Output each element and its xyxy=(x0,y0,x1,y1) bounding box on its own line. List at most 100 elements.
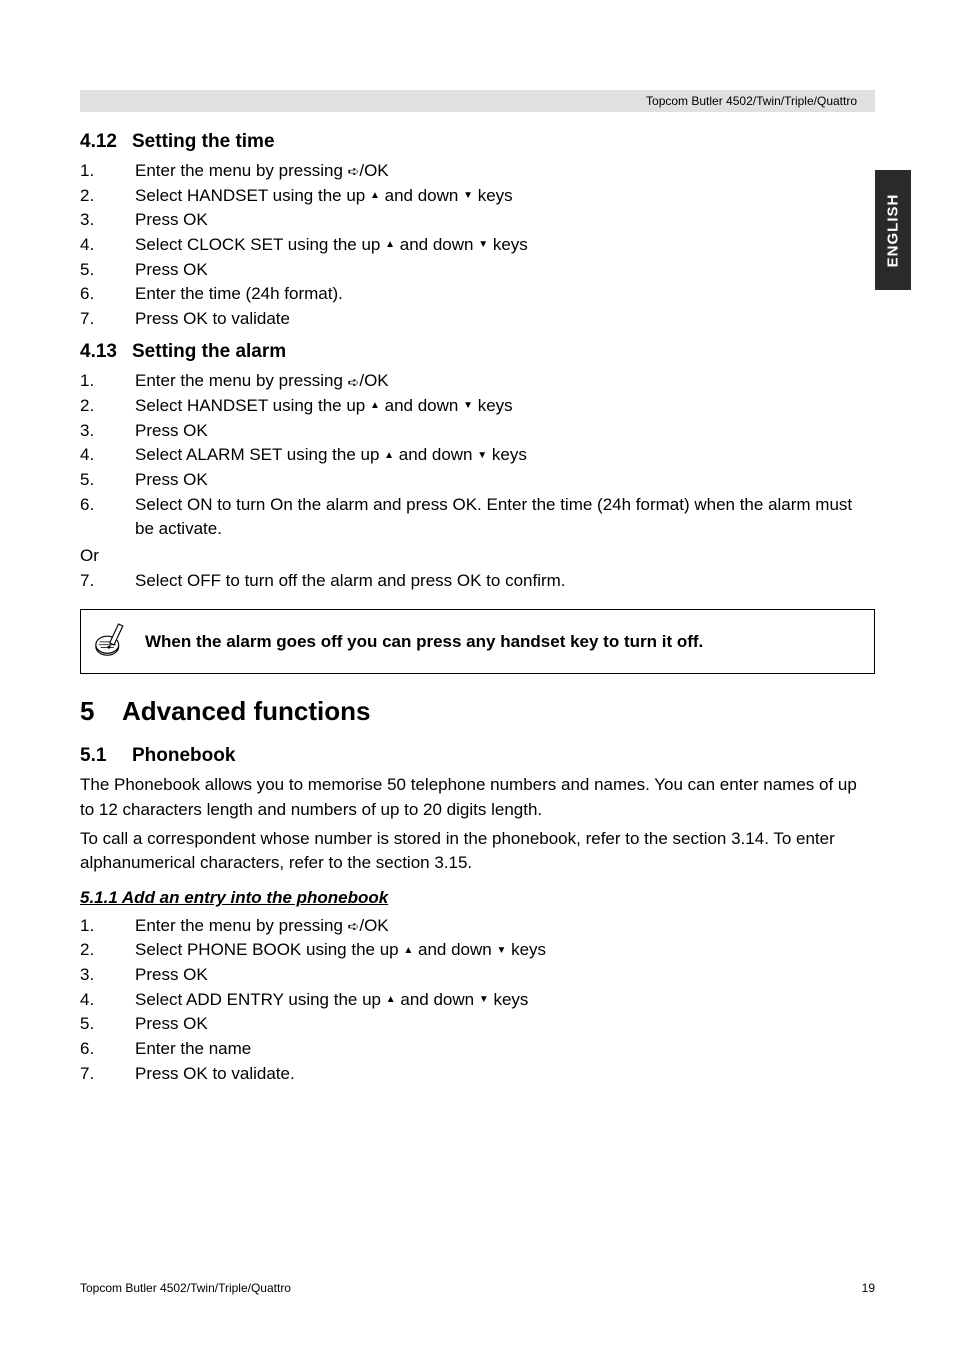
heading-title: Setting the time xyxy=(132,131,275,152)
list-item: 1.Enter the menu by pressing /OK xyxy=(80,159,875,184)
list-item: 5.Press OK xyxy=(80,468,875,493)
item-num: 2. xyxy=(80,184,135,209)
item-text: Select HANDSET using the up and down key… xyxy=(135,184,875,209)
heading-num: 5.1 xyxy=(80,745,132,767)
item-num: 4. xyxy=(80,443,135,468)
item-num: 5. xyxy=(80,1012,135,1037)
item-num: 2. xyxy=(80,394,135,419)
item-num: 1. xyxy=(80,159,135,184)
text: and down xyxy=(380,396,463,415)
item-num: 1. xyxy=(80,914,135,939)
item-text: Press OK xyxy=(135,419,875,444)
text: keys xyxy=(489,990,529,1009)
item-num: 5. xyxy=(80,258,135,283)
list-item: 6.Enter the name xyxy=(80,1037,875,1062)
text: Select CLOCK SET using the up xyxy=(135,235,385,254)
text: /OK xyxy=(359,371,388,390)
item-text: Press OK to validate xyxy=(135,307,875,332)
item-num: 6. xyxy=(80,493,135,542)
item-num: 3. xyxy=(80,963,135,988)
item-num: 3. xyxy=(80,208,135,233)
text: keys xyxy=(506,940,546,959)
heading-title: Phonebook xyxy=(132,745,235,766)
item-num: 6. xyxy=(80,1037,135,1062)
menu-icon xyxy=(348,916,360,935)
list-item: 4.Select CLOCK SET using the up and down… xyxy=(80,233,875,258)
item-num: 6. xyxy=(80,282,135,307)
item-num: 4. xyxy=(80,988,135,1013)
text: Select PHONE BOOK using the up xyxy=(135,940,403,959)
item-text: Select ALARM SET using the up and down k… xyxy=(135,443,875,468)
menu-icon xyxy=(348,161,360,180)
item-text: Press OK xyxy=(135,468,875,493)
item-text: Enter the name xyxy=(135,1037,875,1062)
text: keys xyxy=(473,396,513,415)
menu-icon xyxy=(348,371,360,390)
item-text: Press OK xyxy=(135,208,875,233)
or-text: Or xyxy=(80,544,875,569)
text: /OK xyxy=(359,161,388,180)
list-4-13: 1.Enter the menu by pressing /OK 2.Selec… xyxy=(80,369,875,541)
item-num: 7. xyxy=(80,569,135,594)
item-text: Enter the menu by pressing /OK xyxy=(135,159,875,184)
list-4-13b: 7.Select OFF to turn off the alarm and p… xyxy=(80,569,875,594)
heading-num: 4.13 xyxy=(80,341,132,363)
item-num: 4. xyxy=(80,233,135,258)
text: Enter the menu by pressing xyxy=(135,161,348,180)
list-item: 7.Press OK to validate xyxy=(80,307,875,332)
heading-num: 5 xyxy=(80,696,122,727)
item-text: Enter the time (24h format). xyxy=(135,282,875,307)
language-tab: ENGLISH xyxy=(875,170,911,290)
item-num: 7. xyxy=(80,307,135,332)
item-text: Press OK xyxy=(135,963,875,988)
heading-4-13: 4.13Setting the alarm xyxy=(80,341,875,363)
note-text: When the alarm goes off you can press an… xyxy=(135,632,703,652)
item-text: Select PHONE BOOK using the up and down … xyxy=(135,938,875,963)
item-num: 5. xyxy=(80,468,135,493)
list-item: 7.Press OK to validate. xyxy=(80,1062,875,1087)
heading-title: Setting the alarm xyxy=(132,341,286,362)
page-content: 4.12Setting the time 1.Enter the menu by… xyxy=(80,125,875,1096)
header-product: Topcom Butler 4502/Twin/Triple/Quattro xyxy=(646,94,857,108)
header-bar: Topcom Butler 4502/Twin/Triple/Quattro xyxy=(80,90,875,112)
text: Enter the menu by pressing xyxy=(135,371,348,390)
heading-4-12: 4.12Setting the time xyxy=(80,131,875,153)
item-text: Select ADD ENTRY using the up and down k… xyxy=(135,988,875,1013)
list-item: 6.Enter the time (24h format). xyxy=(80,282,875,307)
footer-page-number: 19 xyxy=(862,1281,875,1295)
text: and down xyxy=(413,940,496,959)
item-num: 7. xyxy=(80,1062,135,1087)
down-arrow-icon xyxy=(477,445,487,464)
paragraph: The Phonebook allows you to memorise 50 … xyxy=(80,773,875,822)
heading-num: 4.12 xyxy=(80,131,132,153)
list-item: 3.Press OK xyxy=(80,208,875,233)
text: and down xyxy=(394,445,477,464)
text: Select HANDSET using the up xyxy=(135,396,370,415)
note-pencil-icon xyxy=(93,620,135,663)
item-text: Select CLOCK SET using the up and down k… xyxy=(135,233,875,258)
list-item: 2.Select HANDSET using the up and down k… xyxy=(80,394,875,419)
heading-5-1: 5.1Phonebook xyxy=(80,745,875,767)
list-item: 3.Press OK xyxy=(80,963,875,988)
text: keys xyxy=(488,235,528,254)
list-item: 7.Select OFF to turn off the alarm and p… xyxy=(80,569,875,594)
item-num: 3. xyxy=(80,419,135,444)
list-5-1-1: 1.Enter the menu by pressing /OK 2.Selec… xyxy=(80,914,875,1086)
list-item: 6.Select ON to turn On the alarm and pre… xyxy=(80,493,875,542)
paragraph: To call a correspondent whose number is … xyxy=(80,827,875,876)
item-text: Enter the menu by pressing /OK xyxy=(135,369,875,394)
list-item: 1.Enter the menu by pressing /OK xyxy=(80,369,875,394)
text: /OK xyxy=(359,916,388,935)
heading-5: 5Advanced functions xyxy=(80,696,875,727)
down-arrow-icon xyxy=(496,940,506,959)
list-item: 2.Select HANDSET using the up and down k… xyxy=(80,184,875,209)
up-arrow-icon xyxy=(386,990,396,1009)
list-item: 5.Press OK xyxy=(80,1012,875,1037)
list-item: 4.Select ALARM SET using the up and down… xyxy=(80,443,875,468)
down-arrow-icon xyxy=(463,186,473,205)
up-arrow-icon xyxy=(370,186,380,205)
list-item: 5.Press OK xyxy=(80,258,875,283)
item-text: Enter the menu by pressing /OK xyxy=(135,914,875,939)
down-arrow-icon xyxy=(463,396,473,415)
item-text: Select HANDSET using the up and down key… xyxy=(135,394,875,419)
